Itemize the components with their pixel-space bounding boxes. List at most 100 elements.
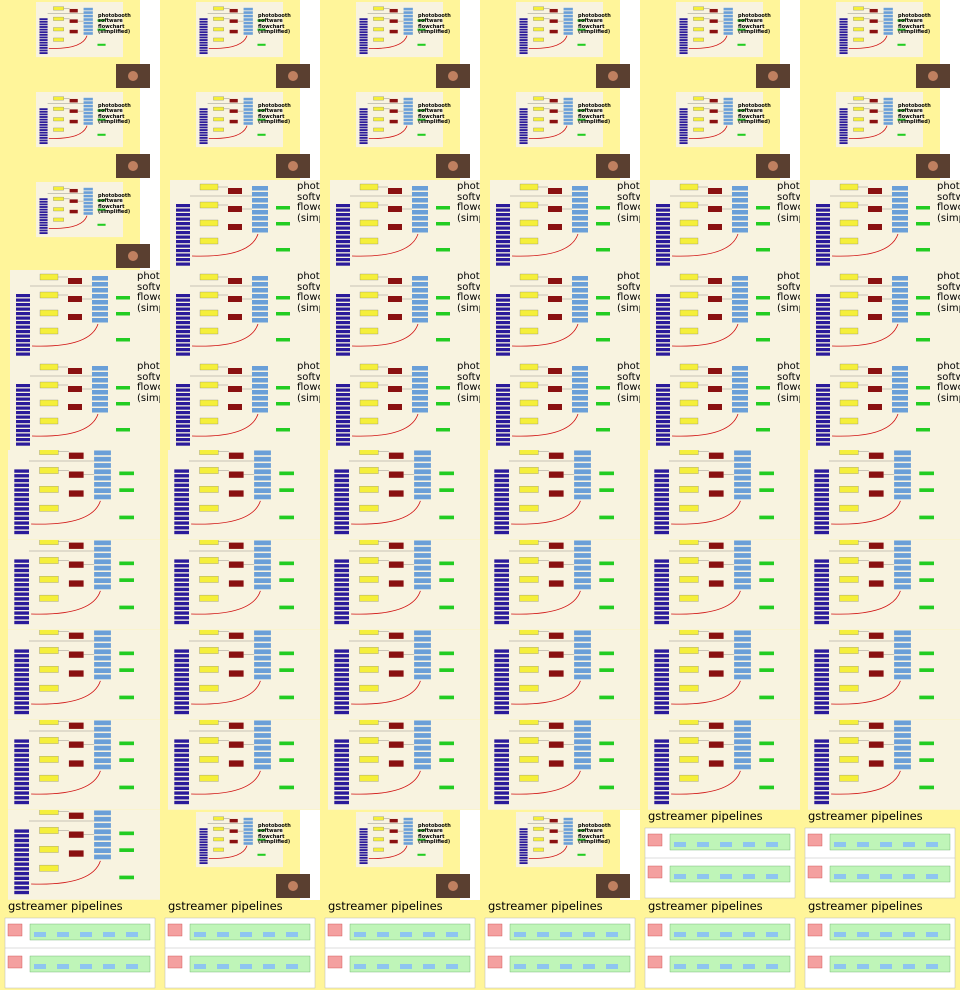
input-box [494,710,509,715]
state-box [53,27,64,32]
output-box [243,821,253,824]
output-box [572,192,588,197]
output-box [734,739,751,745]
event-box [577,829,586,832]
link-curve [831,680,901,705]
input-box [654,691,669,696]
output-box [94,739,111,745]
output-box [252,282,268,287]
input-box [494,497,509,502]
output-box [723,115,733,118]
action-box [868,206,882,212]
input-box [14,871,29,876]
action-box [549,109,558,113]
event-box [577,133,586,136]
link-curve [688,125,728,139]
input-box [839,36,848,39]
output-box [892,300,908,305]
element-box [766,842,778,847]
input-box [336,415,350,419]
output-box [252,312,268,317]
slide-bg [8,450,160,540]
event-box [759,561,774,566]
input-box [519,828,528,831]
input-box [816,393,830,397]
output-box [94,655,111,661]
input-box [654,687,669,691]
state-box [839,219,859,227]
output-box [94,643,111,648]
input-box [174,682,189,686]
input-box [174,616,189,620]
input-box [334,753,349,757]
input-box [359,838,368,841]
input-box [176,204,190,208]
input-box [176,312,190,316]
input-box [14,753,29,757]
output-box [723,101,733,104]
output-box [414,745,431,751]
event-box [756,428,770,432]
output-box [732,396,748,401]
input-box [656,415,670,419]
output-box [892,210,908,215]
link-curve [351,413,419,437]
input-box [679,134,688,137]
state-box [853,96,864,101]
input-box [14,691,29,696]
input-box [656,307,670,311]
state-box [39,504,59,512]
output-box [254,584,271,590]
event-box [116,338,130,342]
input-box [16,325,30,329]
output-box [92,408,108,413]
state-box [519,557,539,564]
input-box [679,131,688,134]
video-frame: photobooth software flowchart (simplifie… [320,90,480,180]
action-box [389,29,398,34]
frame-title: gstreamer pipelines [648,900,763,913]
state-box [519,381,539,389]
frame-thumbnail [320,900,480,990]
frame-title: gstreamer pipelines [648,810,763,823]
state-box [839,201,859,209]
output-box [572,276,588,281]
presenter [928,161,938,171]
presenter [928,71,938,81]
event-box [279,785,294,790]
link-lines [47,98,84,112]
slide-bg [36,182,123,238]
input-box [176,249,190,253]
input-box [679,113,688,116]
event-box [417,829,426,832]
output-box [574,559,591,565]
video-frame [800,630,960,720]
input-box [654,620,669,625]
input-box [496,312,510,316]
input-box [816,325,830,329]
output-box [403,97,413,101]
input-box [14,767,29,772]
event-box [596,338,610,342]
input-box [496,303,510,307]
output-box [92,306,108,311]
input-box [14,829,29,833]
state-box [373,847,384,852]
video-frame: photobooth software flowchart (simplifie… [640,180,800,270]
slide-bg [490,360,640,450]
input-box [654,748,669,753]
output-box [734,668,751,674]
event-box [919,741,934,746]
input-box [336,393,350,397]
input-box [519,121,528,124]
state-box [519,363,539,371]
src-box [807,955,823,969]
state-box [533,16,544,21]
input-box [496,235,510,239]
presenter [608,881,618,891]
input-box [654,791,669,795]
input-box [334,772,349,776]
input-box [14,663,29,667]
event-box [116,386,130,390]
input-box [334,748,349,753]
